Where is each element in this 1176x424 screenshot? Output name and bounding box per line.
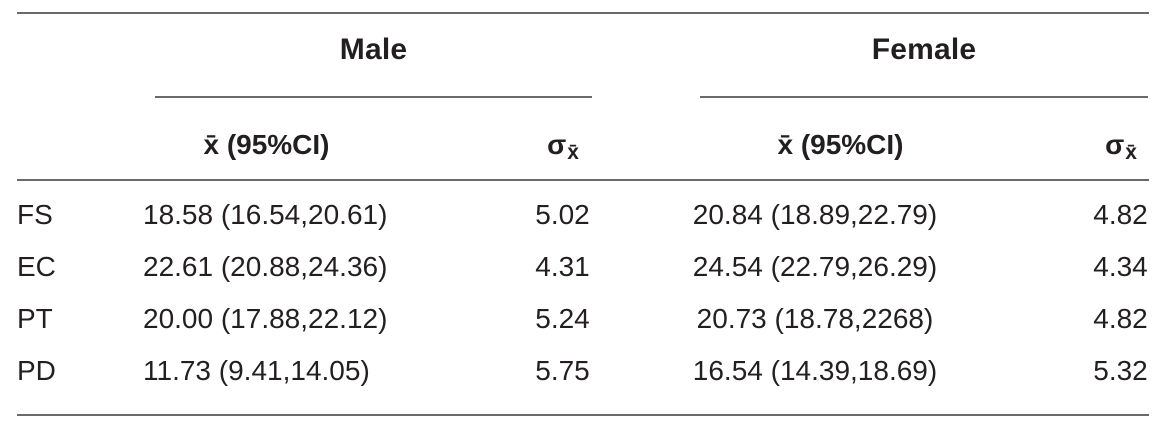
female-mean-value: 24.54 (22.79,26.29) (692, 251, 938, 282)
female-mean-value: 20.73 (18.78,2268) (696, 303, 934, 334)
sigma-subscript: x̄ (567, 141, 579, 164)
column-header-female-sigma: σx̄ (1083, 119, 1158, 171)
female-sigma-value: 5.32 (1093, 355, 1148, 386)
male-sigma-value: 5.02 (535, 199, 590, 230)
table-row: FS 18.58 (16.54,20.61) 5.02 20.84 (18.89… (0, 189, 1176, 241)
male-sigma-value: 5.24 (535, 303, 590, 334)
male-sigma-value: 5.75 (535, 355, 590, 386)
sigma-symbol: σ (1105, 129, 1125, 160)
table-row: PD 11.73 (9.41,14.05) 5.75 16.54 (14.39,… (0, 345, 1176, 397)
header-rule (17, 179, 1149, 181)
group-header-female: Female (871, 33, 977, 66)
female-mean-value: 16.54 (14.39,18.69) (692, 355, 938, 386)
female-sigma-value: 4.34 (1093, 251, 1148, 282)
table-row: PT 20.00 (17.88,22.12) 5.24 20.73 (18.78… (0, 293, 1176, 345)
column-header-female-mean: x̄ (95%CI) (777, 129, 904, 160)
male-mean-value: 20.00 (17.88,22.12) (143, 303, 388, 334)
female-sigma-value: 4.82 (1093, 303, 1148, 334)
male-spanner-rule (155, 96, 592, 98)
male-sigma-value: 4.31 (535, 251, 590, 282)
column-header-male-sigma: σx̄ (525, 119, 600, 171)
group-header-male: Male (339, 33, 408, 66)
female-mean-value: 20.84 (18.89,22.79) (692, 199, 938, 230)
row-label: PT (17, 303, 53, 334)
sigma-subscript: x̄ (1125, 141, 1137, 164)
male-mean-value: 18.58 (16.54,20.61) (143, 199, 388, 230)
column-header-male-mean: x̄ (95%CI) (203, 129, 330, 160)
female-spanner-rule (700, 96, 1148, 98)
row-label: FS (17, 199, 53, 230)
sigma-symbol: σ (547, 129, 567, 160)
bottom-rule (17, 414, 1149, 416)
female-sigma-value: 4.82 (1093, 199, 1148, 230)
top-rule (17, 12, 1149, 14)
table-row: EC 22.61 (20.88,24.36) 4.31 24.54 (22.79… (0, 241, 1176, 293)
row-label: PD (17, 355, 56, 386)
male-mean-value: 11.73 (9.41,14.05) (143, 355, 370, 386)
row-label: EC (17, 251, 56, 282)
male-mean-value: 22.61 (20.88,24.36) (143, 251, 388, 282)
